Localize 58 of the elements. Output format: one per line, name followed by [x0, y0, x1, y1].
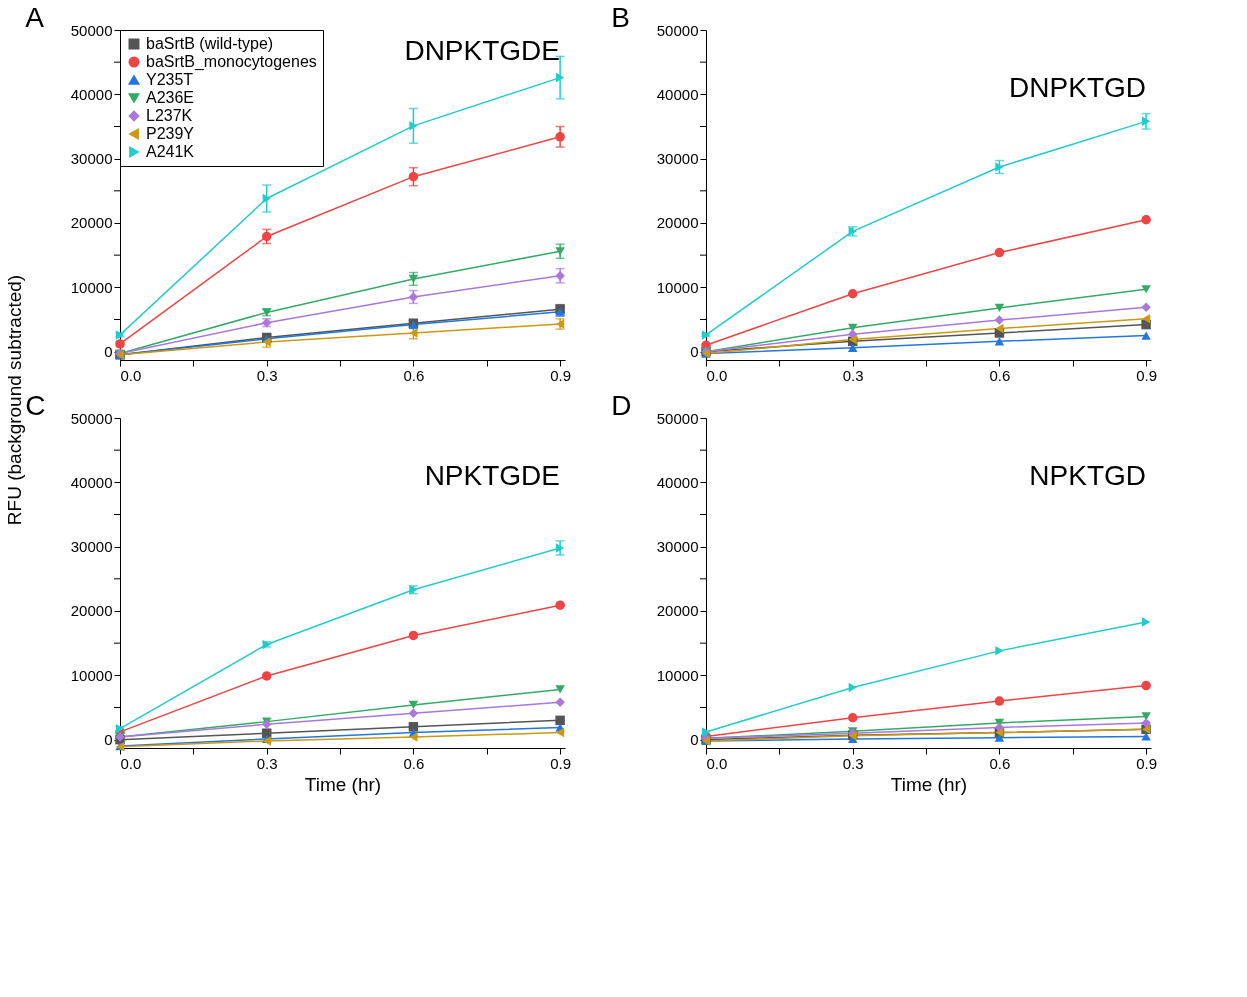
- y-tick-label: 20000: [656, 214, 699, 232]
- x-tick-label: 0.6: [403, 754, 425, 772]
- y-tick-label: 40000: [70, 473, 113, 491]
- y-tick-label: 0: [690, 731, 699, 749]
- x-tick-label: 0.0: [706, 366, 728, 384]
- y-tick-label: 50000: [70, 21, 113, 39]
- x-tick-label: 0.9: [550, 754, 572, 772]
- x-tick-label: 0.6: [989, 754, 1011, 772]
- y-tick-label: 50000: [70, 409, 113, 427]
- y-tick-label: 30000: [656, 150, 699, 168]
- y-tick-label: 20000: [70, 602, 113, 620]
- x-axis-title: Time (hr): [890, 773, 968, 795]
- legend-label: baSrtB (wild-type): [146, 35, 274, 52]
- annotation: DNPKTGDE: [404, 35, 560, 66]
- x-tick-label: 0.3: [256, 754, 278, 772]
- x-tick-label: 0.3: [842, 754, 864, 772]
- y-tick-label: 10000: [70, 278, 113, 296]
- y-tick-label: 40000: [656, 473, 699, 491]
- chart-title: B: [611, 2, 630, 33]
- legend-label: A241K: [146, 143, 195, 160]
- y-tick-label: 10000: [656, 666, 699, 684]
- y-tick-label: 50000: [656, 409, 699, 427]
- x-tick-label: 0.6: [989, 366, 1011, 384]
- y-tick-label: 30000: [70, 150, 113, 168]
- x-tick-label: 0.9: [550, 366, 572, 384]
- y-tick-label: 40000: [656, 85, 699, 103]
- y-tick-label: 30000: [656, 538, 699, 556]
- y-tick-label: 20000: [70, 214, 113, 232]
- x-axis-title: Time (hr): [304, 773, 382, 795]
- y-tick-label: 10000: [656, 278, 699, 296]
- y-axis-title: RFU (background subtracted): [4, 274, 25, 526]
- y-tick-label: 0: [690, 343, 699, 361]
- legend-label: Y235T: [146, 71, 194, 88]
- x-tick-label: 0.9: [1136, 366, 1158, 384]
- y-tick-label: 50000: [656, 21, 699, 39]
- chart-title: C: [25, 390, 46, 421]
- x-tick-label: 0.3: [842, 366, 864, 384]
- legend-label: A236E: [146, 89, 195, 106]
- x-tick-label: 0.0: [120, 366, 142, 384]
- y-tick-label: 30000: [70, 538, 113, 556]
- y-tick-label: 10000: [70, 666, 113, 684]
- annotation: NPKTGD: [1029, 460, 1146, 491]
- chart-title: D: [611, 390, 632, 421]
- chart-title: A: [25, 2, 45, 33]
- x-tick-label: 0.0: [706, 754, 728, 772]
- y-tick-label: 40000: [70, 85, 113, 103]
- y-tick-label: 20000: [656, 602, 699, 620]
- y-tick-label: 0: [104, 731, 113, 749]
- legend-label: baSrtB_monocytogenes: [146, 53, 317, 71]
- annotation: DNPKTGD: [1009, 72, 1146, 103]
- legend-label: L237K: [146, 107, 193, 124]
- x-tick-label: 0.0: [120, 754, 142, 772]
- legend-label: P239Y: [146, 125, 195, 142]
- x-tick-label: 0.9: [1136, 754, 1158, 772]
- x-tick-label: 0.3: [256, 366, 278, 384]
- x-tick-label: 0.6: [403, 366, 425, 384]
- annotation: NPKTGDE: [424, 460, 560, 491]
- y-tick-label: 0: [104, 343, 113, 361]
